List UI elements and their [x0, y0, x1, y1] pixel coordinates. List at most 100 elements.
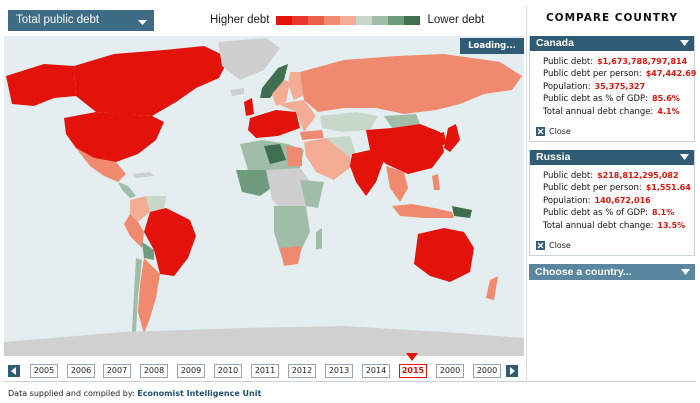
stat-row: Public debt per person: $1,551.64	[543, 183, 691, 194]
country-mexico[interactable]	[76, 148, 126, 182]
world-map[interactable]	[4, 36, 524, 356]
country-russia[interactable]	[300, 54, 522, 114]
credit-prefix: Data supplied and compiled by:	[8, 389, 135, 398]
country-eastern-europe[interactable]	[278, 100, 316, 132]
sidebar-title: COMPARE COUNTRY DEBT	[545, 12, 679, 48]
public-debt-value: $1,673,788,797,814	[597, 57, 688, 66]
close-button[interactable]: Close	[530, 235, 694, 255]
legend-swatch	[324, 15, 341, 25]
country-southern-africa[interactable]	[274, 206, 310, 258]
country-greenland[interactable]	[218, 38, 280, 80]
legend-swatch	[292, 15, 309, 25]
country-east-africa[interactable]	[300, 180, 324, 208]
stat-row: Population: 140,672,016	[543, 195, 651, 206]
stat-row: Total annual debt change: 13.5%	[543, 220, 686, 231]
compare-sidebar: COMPARE COUNTRY DEBT Canada Public debt:…	[529, 6, 696, 281]
country-peru[interactable]	[124, 214, 144, 248]
year-button-2009[interactable]: 2009	[177, 364, 205, 378]
close-label: Close	[549, 127, 571, 137]
country-sweden[interactable]	[272, 80, 290, 106]
timeline-next-button[interactable]	[506, 365, 518, 377]
country-philippines[interactable]	[432, 174, 440, 190]
year-button-2000[interactable]: 2000	[436, 364, 464, 378]
country-cuba[interactable]	[132, 172, 154, 178]
country-venezuela[interactable]	[146, 196, 166, 212]
year-button-2014[interactable]: 2014	[362, 364, 390, 378]
country-turkey[interactable]	[300, 130, 324, 140]
year-button-2013[interactable]: 2013	[325, 364, 353, 378]
legend-swatch	[308, 15, 325, 25]
gdp-pct-value: 85.6%	[652, 94, 680, 104]
population-value: 140,672,016	[594, 195, 651, 205]
timeline-prev-button[interactable]	[8, 365, 20, 377]
country-canada[interactable]	[74, 46, 229, 116]
choose-country-dropdown[interactable]: Choose a country...	[529, 264, 695, 281]
year-button-2011[interactable]: 2011	[251, 364, 279, 378]
credit-source: Economist Intelligence Unit	[137, 389, 262, 398]
country-card-header[interactable]: Canada	[530, 36, 694, 51]
country-western-europe[interactable]	[248, 110, 300, 138]
country-southeast-asia[interactable]	[386, 166, 408, 202]
country-korea[interactable]	[438, 132, 446, 146]
country-chile[interactable]	[132, 258, 142, 332]
country-alaska[interactable]	[6, 64, 76, 106]
country-iran[interactable]	[326, 136, 356, 156]
country-south-africa[interactable]	[280, 246, 302, 266]
country-brazil[interactable]	[144, 208, 196, 276]
close-icon	[536, 127, 545, 137]
country-kazakhstan[interactable]	[320, 112, 378, 132]
gdp-pct-value: 8.1%	[652, 208, 675, 218]
annual-change-value: 4.1%	[657, 106, 680, 116]
stat-row: Public debt as % of GDP: 8.1%	[543, 208, 675, 219]
close-icon	[536, 241, 545, 251]
country-australia[interactable]	[414, 228, 474, 282]
country-colombia[interactable]	[130, 196, 150, 222]
legend-swatch	[340, 15, 357, 25]
country-bolivia[interactable]	[142, 242, 154, 260]
arrow-right-icon	[510, 367, 515, 375]
country-uk[interactable]	[244, 98, 254, 116]
country-madagascar[interactable]	[316, 228, 322, 250]
chevron-down-icon	[137, 15, 148, 26]
divider	[4, 381, 696, 382]
country-japan[interactable]	[444, 124, 460, 152]
country-china[interactable]	[366, 124, 444, 174]
year-button-2012[interactable]: 2012	[288, 364, 316, 378]
year-button-2006[interactable]: 2006	[67, 364, 95, 378]
year-button-2010[interactable]: 2010	[214, 364, 242, 378]
country-stats: Public debt: $218,812,295,082 Public debt…	[530, 165, 694, 235]
country-usa[interactable]	[64, 112, 164, 162]
country-card-canada: Canada Public debt: $1,673,788,797,814 Pu…	[529, 36, 696, 143]
legend-swatch	[404, 15, 421, 25]
country-central-africa[interactable]	[266, 168, 314, 214]
country-west-africa[interactable]	[236, 170, 274, 196]
country-indonesia[interactable]	[392, 204, 454, 218]
country-mongolia[interactable]	[384, 114, 420, 128]
year-button-2007[interactable]: 2007	[103, 364, 131, 378]
country-india[interactable]	[350, 150, 384, 196]
arrow-left-icon	[11, 367, 16, 375]
country-central-america[interactable]	[118, 182, 136, 198]
country-argentina[interactable]	[138, 258, 160, 334]
country-iceland[interactable]	[230, 88, 244, 96]
country-name: Russia	[536, 151, 571, 164]
stat-row: Public debt as % of GDP: 85.6%	[543, 94, 680, 105]
chevron-down-icon	[681, 269, 690, 276]
country-papua[interactable]	[452, 206, 472, 218]
data-credit: Data supplied and compiled by: Economist…	[8, 389, 261, 398]
close-button[interactable]: Close	[530, 121, 694, 141]
country-card-header[interactable]: Russia	[530, 150, 694, 166]
per-person-value: $1,551.64	[645, 183, 691, 193]
public-debt-value: $218,812,295,082	[597, 171, 679, 181]
year-button-2015[interactable]: 2015	[399, 364, 427, 378]
country-egypt[interactable]	[286, 146, 302, 166]
metric-select[interactable]: Total public debt	[8, 10, 154, 31]
country-new-zealand[interactable]	[486, 276, 498, 300]
year-button-2008[interactable]: 2008	[140, 364, 168, 378]
stat-row: Population: 35,375,327	[543, 81, 646, 92]
country-libya[interactable]	[264, 144, 286, 164]
year-button-2005[interactable]: 2005	[30, 364, 58, 378]
year-button-2000[interactable]: 2000	[473, 364, 501, 378]
country-norway[interactable]	[260, 64, 288, 98]
chevron-down-icon	[680, 154, 689, 161]
